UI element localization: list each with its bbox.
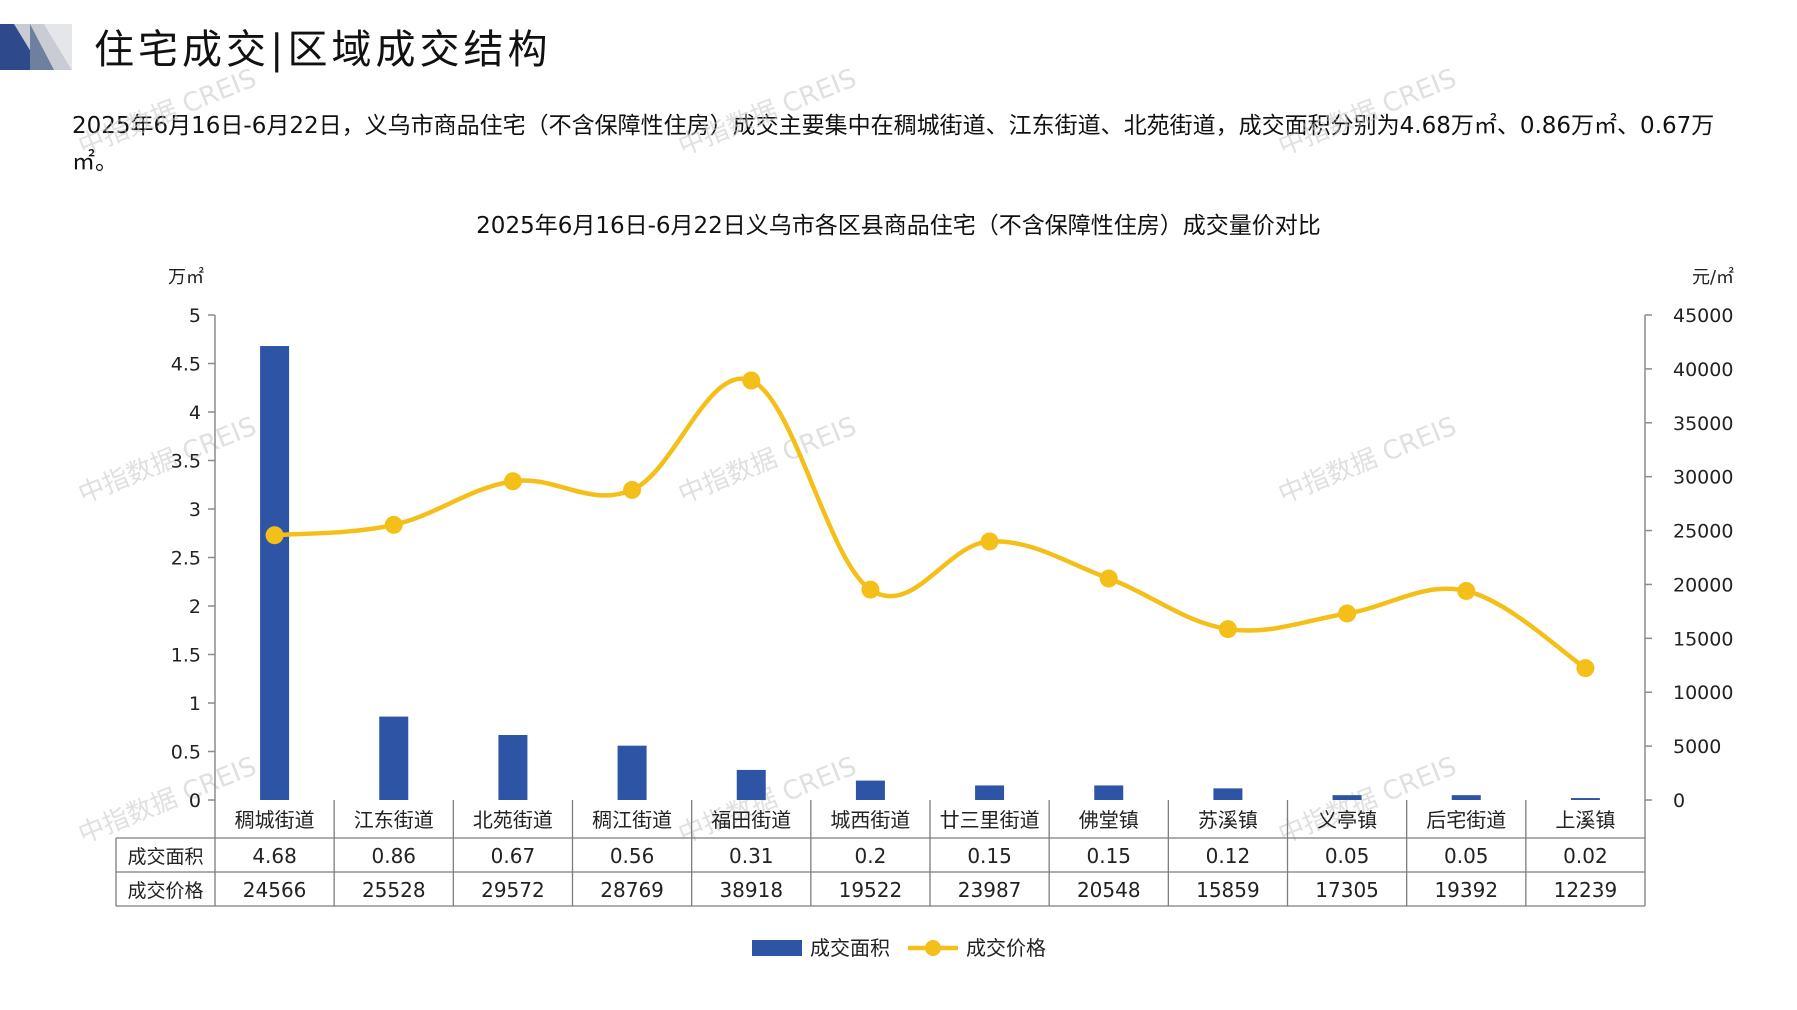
right-axis-tick-label: 35000 <box>1673 413 1733 435</box>
logo-icon <box>0 24 72 70</box>
right-axis-tick-label: 5000 <box>1673 736 1721 758</box>
price-point-义亭镇 <box>1338 604 1357 623</box>
left-axis-tick-label: 1.5 <box>171 645 201 667</box>
x-axis-label: 上溪镇 <box>1555 808 1615 832</box>
price-point-佛堂镇 <box>1099 569 1118 588</box>
bar-稠江街道 <box>617 745 647 800</box>
bar-后宅街道 <box>1451 795 1481 800</box>
table-cell-price: 20548 <box>1077 878 1141 902</box>
price-point-福田街道 <box>742 371 761 390</box>
table-cell-price: 28769 <box>600 878 664 902</box>
table-cell-price: 19392 <box>1434 878 1498 902</box>
page-header: 住宅成交|区域成交结构 <box>0 18 1797 82</box>
left-axis-tick-label: 4.5 <box>171 354 201 376</box>
x-axis-label: 义亭镇 <box>1317 808 1377 832</box>
bar-稠城街道 <box>260 346 290 800</box>
page-title: 住宅成交|区域成交结构 <box>94 27 552 73</box>
x-axis-label: 城西街道 <box>830 808 910 832</box>
x-axis-label: 福田街道 <box>711 808 791 832</box>
summary-text: 2025年6月16日-6月22日，义乌市商品住宅（不含保障性住房）成交主要集中在… <box>72 113 1715 175</box>
bar-佛堂镇 <box>1094 785 1124 800</box>
left-axis-tick-label: 5 <box>189 305 201 327</box>
price-point-上溪镇 <box>1576 659 1595 678</box>
left-axis-unit: 万㎡ <box>168 266 204 288</box>
x-axis-label: 江东街道 <box>354 808 434 832</box>
table-cell-price: 23987 <box>958 878 1022 902</box>
right-axis-tick-label: 20000 <box>1673 574 1733 596</box>
table-cell-area: 0.02 <box>1563 844 1608 868</box>
x-axis-label: 廿三里街道 <box>940 808 1040 832</box>
x-axis-label: 后宅街道 <box>1426 808 1506 832</box>
table-cell-price: 17305 <box>1315 878 1379 902</box>
x-axis-label: 稠城街道 <box>235 808 315 832</box>
bar-城西街道 <box>855 780 885 800</box>
legend-marker-price <box>925 940 941 956</box>
left-axis-tick-label: 0.5 <box>171 742 201 764</box>
price-point-苏溪镇 <box>1218 620 1237 639</box>
price-line <box>274 376 1587 670</box>
right-axis-tick-label: 10000 <box>1673 682 1733 704</box>
price-point-稠城街道 <box>265 526 284 545</box>
right-axis-tick-label: 30000 <box>1673 467 1733 489</box>
table-cell-area: 0.12 <box>1206 844 1251 868</box>
table-row-label-price: 成交价格 <box>127 880 203 902</box>
table-cell-area: 4.68 <box>252 844 297 868</box>
price-point-北苑街道 <box>503 472 522 491</box>
left-axis-tick-label: 1 <box>189 693 201 715</box>
x-axis-label: 稠江街道 <box>592 808 672 832</box>
chart-title: 2025年6月16日-6月22日义乌市各区县商品住宅（不含保障性住房）成交量价对… <box>476 213 1321 239</box>
price-point-城西街道 <box>861 580 880 599</box>
left-axis-tick-label: 2 <box>189 596 201 618</box>
left-axis-tick-label: 4 <box>189 402 201 424</box>
x-axis-label: 北苑街道 <box>473 808 553 832</box>
table-cell-price: 29572 <box>481 878 545 902</box>
table-cell-price: 12239 <box>1554 878 1618 902</box>
legend-label-price: 成交价格 <box>966 936 1046 960</box>
right-axis-tick-label: 25000 <box>1673 521 1733 543</box>
bar-福田街道 <box>736 769 766 800</box>
table-cell-price: 19522 <box>839 878 903 902</box>
bar-苏溪镇 <box>1213 788 1243 800</box>
table-cell-area: 0.05 <box>1325 844 1370 868</box>
table-cell-area: 0.2 <box>855 844 887 868</box>
table-cell-area: 0.15 <box>967 844 1012 868</box>
right-axis-tick-label: 40000 <box>1673 359 1733 381</box>
table-row-label-area: 成交面积 <box>127 846 203 868</box>
left-axis-tick-label: 2.5 <box>171 548 201 570</box>
bar-廿三里街道 <box>975 785 1005 800</box>
table-cell-price: 24566 <box>243 878 307 902</box>
price-point-后宅街道 <box>1457 581 1476 600</box>
table-cell-area: 0.86 <box>371 844 416 868</box>
price-point-江东街道 <box>384 515 403 534</box>
x-axis-label: 苏溪镇 <box>1198 808 1258 832</box>
bar-北苑街道 <box>498 735 528 800</box>
left-axis-tick-label: 3.5 <box>171 451 201 473</box>
table-cell-price: 25528 <box>362 878 426 902</box>
table-cell-area: 0.67 <box>491 844 536 868</box>
bar-江东街道 <box>379 716 409 800</box>
price-point-稠江街道 <box>623 480 642 499</box>
table-cell-price: 15859 <box>1196 878 1260 902</box>
table-cell-area: 0.15 <box>1086 844 1131 868</box>
right-axis-tick-label: 45000 <box>1673 305 1733 327</box>
legend-label-area: 成交面积 <box>810 936 890 960</box>
price-point-廿三里街道 <box>980 532 999 551</box>
table-cell-area: 0.31 <box>729 844 774 868</box>
right-axis-unit: 元/㎡ <box>1692 266 1734 288</box>
bar-义亭镇 <box>1332 795 1362 800</box>
x-axis-label: 佛堂镇 <box>1079 808 1139 832</box>
left-axis-tick-label: 3 <box>189 499 201 521</box>
table-cell-area: 0.56 <box>610 844 655 868</box>
right-axis-tick-label: 0 <box>1673 790 1685 812</box>
left-axis-tick-label: 0 <box>189 790 201 812</box>
right-axis-tick-label: 15000 <box>1673 628 1733 650</box>
table-cell-area: 0.05 <box>1444 844 1489 868</box>
table-cell-price: 38918 <box>719 878 783 902</box>
legend-swatch-area <box>752 940 802 956</box>
bar-上溪镇 <box>1570 798 1600 800</box>
